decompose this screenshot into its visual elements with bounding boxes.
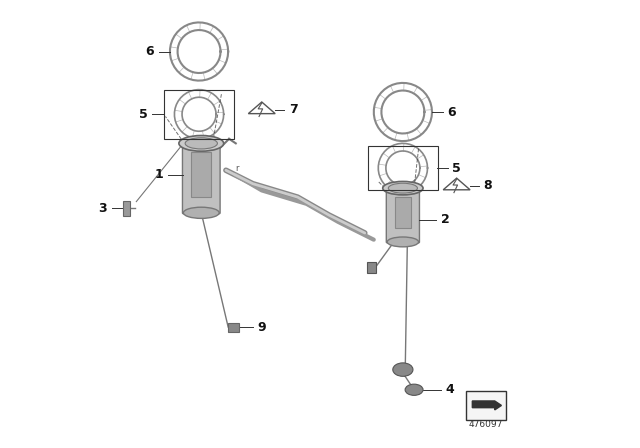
Ellipse shape: [405, 384, 423, 396]
Text: 2: 2: [441, 213, 450, 226]
Ellipse shape: [393, 363, 413, 376]
Bar: [466, 391, 506, 420]
Text: 7: 7: [289, 103, 298, 116]
Ellipse shape: [179, 135, 224, 151]
Bar: [191, 152, 211, 197]
Text: 3: 3: [99, 202, 108, 215]
Bar: [164, 90, 234, 139]
Bar: [367, 262, 376, 273]
Text: 1: 1: [154, 168, 163, 181]
Ellipse shape: [184, 207, 220, 218]
FancyBboxPatch shape: [182, 142, 220, 214]
Ellipse shape: [388, 183, 417, 193]
Text: 6: 6: [146, 45, 154, 58]
Bar: [228, 323, 239, 332]
Ellipse shape: [387, 237, 419, 247]
Text: 5: 5: [452, 161, 461, 175]
Text: 9: 9: [257, 320, 266, 334]
Text: 476097: 476097: [468, 420, 503, 429]
Text: 6: 6: [448, 105, 456, 119]
Ellipse shape: [383, 181, 423, 195]
Ellipse shape: [185, 138, 218, 149]
Bar: [368, 146, 438, 190]
Bar: [123, 201, 130, 216]
Polygon shape: [472, 401, 502, 410]
Text: 5: 5: [139, 108, 148, 121]
Text: 4: 4: [445, 383, 454, 396]
FancyBboxPatch shape: [387, 187, 419, 243]
Text: r: r: [236, 164, 239, 172]
Text: 8: 8: [484, 179, 492, 193]
Bar: [395, 197, 411, 228]
